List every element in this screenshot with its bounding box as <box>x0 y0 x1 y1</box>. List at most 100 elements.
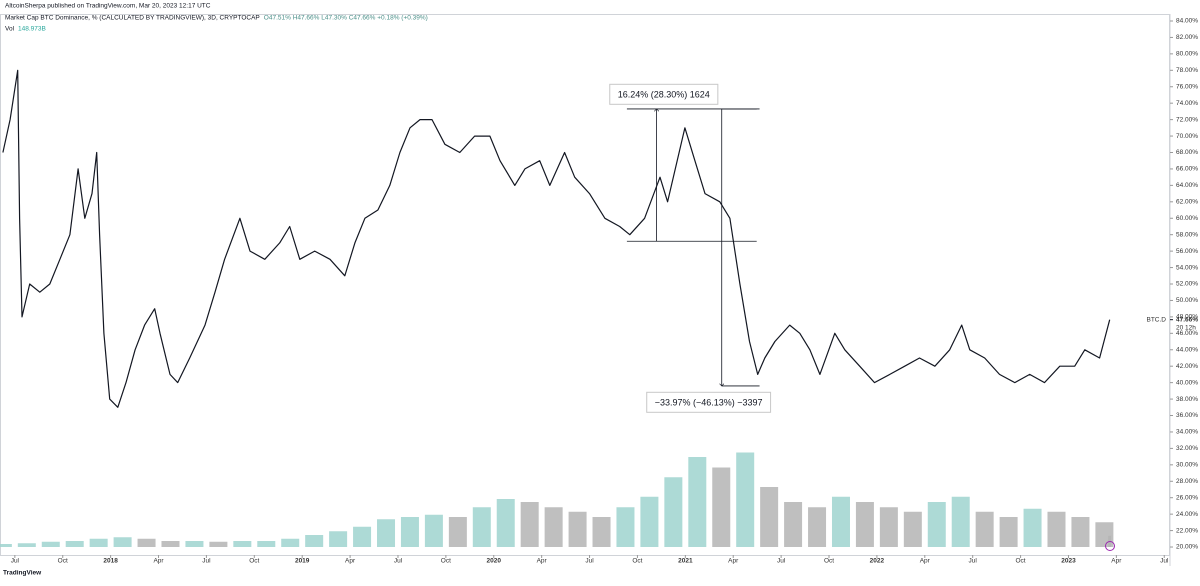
volume-bar <box>89 538 108 547</box>
x-tick-label: 2021 <box>678 558 693 565</box>
y-tick-label: 72.00% <box>1176 116 1198 123</box>
volume-bar <box>377 519 396 547</box>
x-tick-label: Oct <box>632 558 642 565</box>
y-tick-label: 48.00% <box>1176 314 1198 321</box>
x-tick-label: Jul <box>1160 558 1169 565</box>
volume-bar <box>1047 511 1066 547</box>
x-tick-label: Apr <box>920 558 931 565</box>
volume-bar <box>0 544 12 547</box>
volume-bar <box>113 537 132 547</box>
y-tick-label: 34.00% <box>1176 429 1198 436</box>
volume-bar <box>520 502 539 547</box>
x-tick-label: Oct <box>249 558 259 565</box>
x-tick-label: 2022 <box>870 558 885 565</box>
y-tick-label: 60.00% <box>1176 215 1198 222</box>
y-tick-label: 40.00% <box>1176 379 1198 386</box>
y-tick-label: 26.00% <box>1176 494 1198 501</box>
volume-bar <box>568 511 587 547</box>
y-tick-label: 84.00% <box>1176 18 1198 25</box>
volume-bar <box>664 477 683 547</box>
measure-box <box>646 391 772 413</box>
x-tick-label: 2020 <box>487 558 502 565</box>
volume-bar <box>688 457 707 547</box>
volume-bar <box>185 541 204 547</box>
x-tick-label: Jul <box>394 558 403 565</box>
x-tick-label: Jul <box>11 558 20 565</box>
ohlc: O47.51% H47.66% L47.30% C47.66% +0.18% (… <box>264 15 428 22</box>
volume-bar <box>999 517 1018 547</box>
y-tick-label: 28.00% <box>1176 478 1198 485</box>
y-tick-label: 58.00% <box>1176 231 1198 238</box>
y-tick-label: 78.00% <box>1176 67 1198 74</box>
plot-frame <box>0 14 1170 556</box>
volume-bar <box>400 517 419 547</box>
y-tick-label: 46.00% <box>1176 330 1198 337</box>
y-tick-label: 20.00% <box>1176 544 1198 551</box>
x-tick-label: Jul <box>202 558 211 565</box>
alert-icon <box>1105 541 1115 551</box>
volume-bar <box>448 517 467 547</box>
volume-bar <box>209 541 228 547</box>
x-tick-label: Apr <box>1111 558 1122 565</box>
volume-bar <box>784 502 803 547</box>
volume-bar <box>233 541 252 547</box>
x-tick-label: Apr <box>728 558 739 565</box>
y-tick-label: 38.00% <box>1176 396 1198 403</box>
volume-bar <box>17 543 36 547</box>
symbol-label: BTC.D <box>1147 316 1167 323</box>
x-tick-label: 2023 <box>1061 558 1076 565</box>
x-tick-label: 2019 <box>295 558 310 565</box>
volume-bar <box>305 535 324 547</box>
y-tick-label: 52.00% <box>1176 281 1198 288</box>
y-tick-label: 50.00% <box>1176 297 1198 304</box>
publisher: AltcoinSherpa published on TradingView.c… <box>5 3 211 10</box>
volume-bar <box>161 541 180 547</box>
y-tick-label: 56.00% <box>1176 248 1198 255</box>
x-tick-label: Apr <box>345 558 356 565</box>
y-tick-label: 82.00% <box>1176 34 1198 41</box>
x-tick-label: Jul <box>777 558 786 565</box>
x-tick-label: Apr <box>153 558 164 565</box>
volume-last: 148.973B <box>18 26 46 33</box>
volume-bar <box>640 496 659 547</box>
y-tick-label: 70.00% <box>1176 133 1198 140</box>
volume-bar <box>329 531 348 547</box>
volume-bar <box>496 499 515 547</box>
volume-bar <box>281 538 300 547</box>
x-tick-label: Oct <box>1016 558 1026 565</box>
y-tick-label: 64.00% <box>1176 182 1198 189</box>
measure-label: −33.97% (−46.13%) −3397 <box>655 397 763 407</box>
volume-bar <box>831 496 850 547</box>
y-tick-label: 74.00% <box>1176 100 1198 107</box>
y-tick-label: 80.00% <box>1176 51 1198 58</box>
y-tick-label: 44.00% <box>1176 346 1198 353</box>
volume-bar <box>592 517 611 547</box>
chart-title: Market Cap BTC Dominance, % (CALCULATED … <box>5 15 260 22</box>
volume-bar <box>544 507 563 547</box>
y-tick-label: 36.00% <box>1176 412 1198 419</box>
x-tick-label: Oct <box>58 558 68 565</box>
volume-bar <box>736 452 755 547</box>
volume-bar <box>712 467 731 547</box>
volume-bar <box>760 487 779 547</box>
measure-box <box>609 83 719 105</box>
volume-bar <box>137 538 156 547</box>
volume-bar <box>353 526 372 547</box>
volume-bar <box>855 502 874 547</box>
last-price-label: 47.66% <box>1176 316 1198 323</box>
price-line <box>2 69 1111 408</box>
y-tick-label: 32.00% <box>1176 445 1198 452</box>
volume-bar <box>257 541 276 547</box>
measure-label: 16.24% (28.30%) 1624 <box>618 89 710 99</box>
x-tick-label: Jul <box>969 558 978 565</box>
y-tick-label: 24.00% <box>1176 511 1198 518</box>
volume-bar <box>424 514 443 547</box>
y-tick-label: 68.00% <box>1176 149 1198 156</box>
x-tick-label: Oct <box>441 558 451 565</box>
volume-bar <box>927 502 946 547</box>
y-tick-label: 54.00% <box>1176 264 1198 271</box>
volume-bar <box>808 507 827 547</box>
volume-bar <box>65 541 84 547</box>
volume-bar <box>472 507 491 547</box>
